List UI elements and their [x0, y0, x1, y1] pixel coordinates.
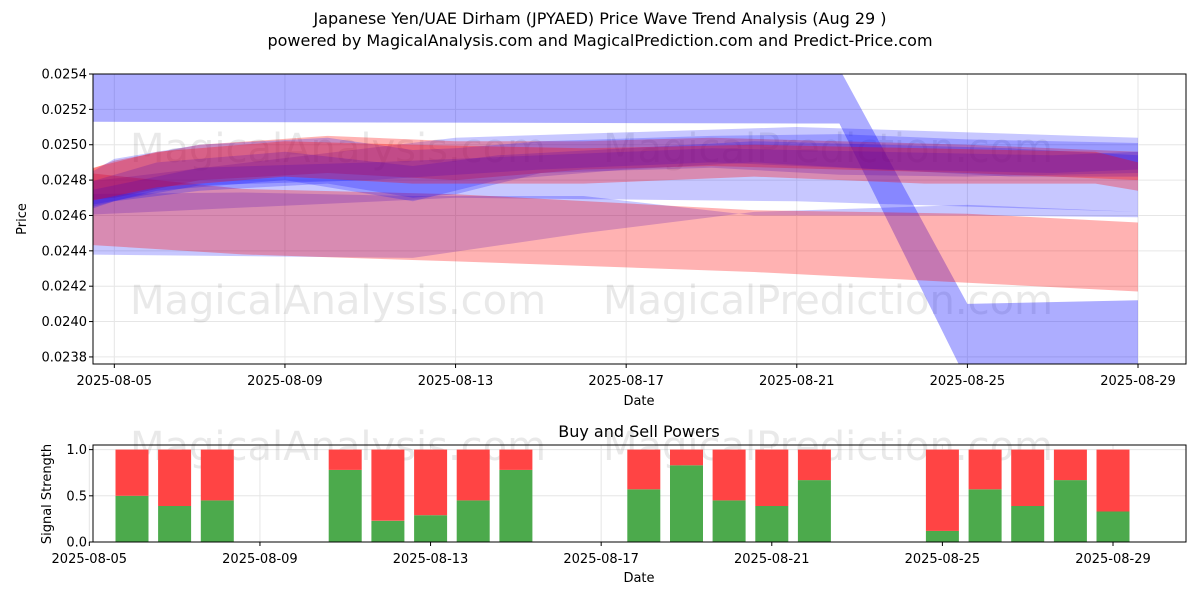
- signal-x-tick-label: 2025-08-09: [222, 552, 298, 567]
- sell-power-bar: [158, 449, 192, 506]
- watermark-text: MagicalAnalysis.com: [130, 126, 546, 172]
- red-wave-band: [93, 135, 1138, 200]
- price-x-tick-label: 2025-08-25: [930, 374, 1006, 389]
- buy-power-bar: [670, 465, 703, 542]
- watermark-text: MagicalAnalysis.com: [130, 278, 546, 324]
- price-plot-frame: [92, 73, 1187, 365]
- buy-power-bar: [968, 489, 1002, 542]
- signal-y-tick-label: 1.0: [66, 443, 87, 458]
- blue-wave-band: [93, 127, 1138, 215]
- signal-y-tick-label: 0.0: [66, 536, 87, 551]
- signal-y-axis: 0.0 0.5 1.0: [66, 443, 93, 551]
- buy-power-bar: [712, 500, 746, 542]
- price-y-tick-label: 0.0252: [42, 103, 88, 118]
- blue-wave-band: [93, 141, 1138, 207]
- sell-power-bar: [499, 449, 533, 470]
- signal-x-tick-label: 2025-08-13: [393, 552, 469, 567]
- blue-wave-band: [93, 148, 1138, 205]
- sell-power-bar: [1096, 449, 1130, 512]
- signal-y-tick-label: 0.5: [66, 489, 87, 504]
- price-x-tick-label: 2025-08-13: [418, 374, 494, 389]
- sell-power-bar: [968, 449, 1002, 490]
- sell-power-bar: [371, 449, 405, 521]
- sell-power-bar: [1011, 449, 1045, 506]
- blue-wave-band: [93, 192, 1138, 258]
- buy-power-bar: [627, 489, 661, 542]
- price-grid: [93, 73, 1186, 364]
- sell-power-bar: [1053, 449, 1087, 481]
- price-y-tick-label: 0.0248: [42, 174, 88, 189]
- price-y-axis-label: Price: [15, 203, 30, 235]
- sell-power-bar: [755, 449, 789, 506]
- sell-power-bar: [414, 449, 448, 516]
- signal-chart: Buy and Sell Powers MagicalAnalysis.com …: [40, 422, 1187, 586]
- buy-power-bar: [1096, 511, 1130, 542]
- buy-power-bar: [200, 500, 234, 542]
- price-x-axis: 2025-08-05 2025-08-09 2025-08-13 2025-08-17…: [77, 364, 1176, 389]
- price-y-tick-label: 0.0246: [42, 209, 88, 224]
- buy-power-bar: [371, 520, 405, 542]
- buy-power-bar: [1053, 480, 1087, 542]
- watermark-text: MagicalPrediction.com: [603, 126, 1053, 172]
- price-x-tick-label: 2025-08-17: [588, 374, 664, 389]
- blue-wave-band: [93, 74, 1138, 364]
- signal-x-tick-label: 2025-08-25: [905, 552, 981, 567]
- red-wave-band: [93, 173, 1138, 292]
- buy-power-bar: [925, 530, 959, 542]
- signal-plot-frame: [92, 444, 1187, 543]
- price-y-tick-label: 0.0238: [42, 350, 88, 365]
- sell-power-bar: [712, 449, 746, 501]
- price-bands: [93, 74, 1138, 364]
- buy-power-bar: [158, 506, 192, 542]
- buy-power-bar: [414, 515, 448, 542]
- red-wave-band: [93, 141, 1138, 201]
- price-x-tick-label: 2025-08-21: [759, 374, 835, 389]
- sell-power-bar: [925, 449, 959, 531]
- buy-power-bar: [115, 495, 149, 542]
- signal-x-axis-label: Date: [623, 571, 654, 586]
- sell-power-bar: [456, 449, 490, 501]
- chart-subtitle: powered by MagicalAnalysis.com and Magic…: [267, 31, 933, 50]
- price-y-tick-label: 0.0242: [42, 280, 88, 295]
- sell-power-bar: [115, 449, 149, 496]
- signal-x-tick-label: 2025-08-21: [734, 552, 810, 567]
- buy-power-bar: [1011, 506, 1045, 542]
- price-x-tick-label: 2025-08-09: [247, 374, 323, 389]
- watermark-text: MagicalPrediction.com: [603, 278, 1053, 324]
- signal-x-axis: 2025-08-05 2025-08-09 2025-08-13 2025-08-17…: [52, 542, 1151, 567]
- signal-x-tick-label: 2025-08-05: [52, 552, 128, 567]
- chart-title: Japanese Yen/UAE Dirham (JPYAED) Price W…: [313, 9, 887, 28]
- price-watermarks: MagicalAnalysis.com MagicalPrediction.co…: [130, 126, 1053, 324]
- sell-power-bar: [627, 449, 661, 490]
- price-y-tick-label: 0.0250: [42, 138, 88, 153]
- buy-power-bar: [797, 480, 831, 542]
- buy-power-bar: [499, 469, 533, 542]
- price-y-tick-label: 0.0254: [42, 68, 88, 83]
- price-x-axis-label: Date: [623, 394, 654, 409]
- buy-power-bar: [328, 469, 362, 542]
- price-y-tick-label: 0.0244: [42, 244, 88, 259]
- sell-power-bar: [328, 449, 362, 470]
- sell-power-bar: [670, 449, 703, 466]
- blue-wave-band: [93, 134, 1138, 209]
- buy-power-bar: [456, 500, 490, 542]
- price-x-tick-label: 2025-08-05: [77, 374, 153, 389]
- signal-x-tick-label: 2025-08-29: [1075, 552, 1151, 567]
- price-x-tick-label: 2025-08-29: [1100, 374, 1176, 389]
- price-chart: MagicalAnalysis.com MagicalPrediction.co…: [15, 68, 1187, 409]
- signal-bars: [115, 449, 1130, 542]
- signal-chart-title: Buy and Sell Powers: [558, 422, 720, 441]
- signal-x-tick-label: 2025-08-17: [563, 552, 639, 567]
- signal-y-axis-label: Signal Strength: [40, 444, 55, 544]
- price-plot-area: [93, 74, 1186, 364]
- price-y-tick-label: 0.0240: [42, 315, 88, 330]
- buy-power-bar: [755, 506, 789, 542]
- sell-power-bar: [200, 449, 234, 501]
- sell-power-bar: [797, 449, 831, 481]
- price-y-axis: 0.0238 0.0240 0.0242 0.0244 0.0246 0.0248 0.02…: [42, 68, 93, 365]
